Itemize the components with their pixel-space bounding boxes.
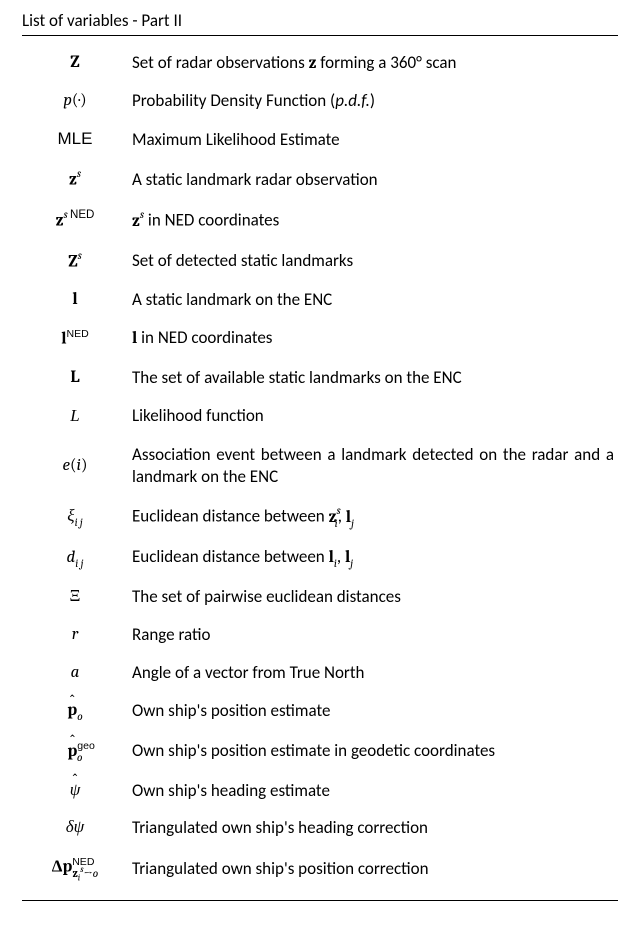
symbol-cell: lNED — [22, 320, 128, 360]
symbol-cell: p(·) — [22, 83, 128, 121]
symbol-cell: L — [22, 397, 128, 436]
table-row: p(·)Probability Density Function (p.d.f.… — [22, 83, 618, 121]
table-row: zs NEDzs in NED coordinates — [22, 200, 618, 241]
symbol-cell: ΔpNEDzis→o — [22, 848, 128, 892]
symbol-cell: ψ — [22, 772, 128, 810]
table-row: di jEuclidean distance between li, lj — [22, 539, 618, 579]
description-cell: Angle of a vector from True North — [128, 654, 618, 692]
variables-table: ZSet of radar observations z forming a 3… — [22, 44, 618, 892]
symbol-cell: δψ — [22, 810, 128, 848]
table-title: List of variables - Part II — [22, 10, 618, 31]
symbol-cell: Z — [22, 44, 128, 83]
symbol-cell: pgeoo — [22, 731, 128, 772]
description-cell: Set of detected static landmarks — [128, 241, 618, 282]
table-row: e(i)Association event between a landmark… — [22, 436, 618, 497]
symbol-cell: L — [22, 359, 128, 397]
description-cell: Probability Density Function (p.d.f.) — [128, 83, 618, 121]
symbol-cell: po — [22, 692, 128, 731]
description-cell: l in NED coordinates — [128, 320, 618, 360]
table-row: pgeooOwn ship's position estimate in geo… — [22, 731, 618, 772]
table-row: LThe set of available static landmarks o… — [22, 359, 618, 397]
table-row: ZSet of radar observations z forming a 3… — [22, 44, 618, 83]
table-row: aAngle of a vector from True North — [22, 654, 618, 692]
table-row: ZsSet of detected static landmarks — [22, 241, 618, 282]
table-row: δψTriangulated own ship's heading correc… — [22, 810, 618, 848]
symbol-cell: ξi j — [22, 497, 128, 539]
table-row: lA static landmark on the ENC — [22, 282, 618, 320]
description-cell: Triangulated own ship's heading correcti… — [128, 810, 618, 848]
description-cell: Range ratio — [128, 616, 618, 654]
table-row: MLEMaximum Likelihood Estimate — [22, 121, 618, 160]
table-row: lNEDl in NED coordinates — [22, 320, 618, 360]
table-row: LLikelihood function — [22, 397, 618, 436]
table-row: ξi jEuclidean distance between zsi, lj — [22, 497, 618, 539]
description-cell: Euclidean distance between zsi, lj — [128, 497, 618, 539]
description-cell: Set of radar observations z forming a 36… — [128, 44, 618, 83]
table-row: ψOwn ship's heading estimate — [22, 772, 618, 810]
symbol-cell: e(i) — [22, 436, 128, 497]
description-cell: zs in NED coordinates — [128, 200, 618, 241]
symbol-cell: zs — [22, 160, 128, 201]
description-cell: Own ship's position estimate — [128, 692, 618, 731]
table-row: zsA static landmark radar observation — [22, 160, 618, 201]
symbol-cell: Zs — [22, 241, 128, 282]
table-row: rRange ratio — [22, 616, 618, 654]
description-cell: Likelihood function — [128, 397, 618, 436]
symbol-cell: a — [22, 654, 128, 692]
symbol-cell: Ξ — [22, 579, 128, 617]
symbol-cell: r — [22, 616, 128, 654]
bottom-rule — [22, 900, 618, 901]
description-cell: The set of pairwise euclidean distances — [128, 579, 618, 617]
symbol-cell: di j — [22, 539, 128, 579]
symbol-cell: l — [22, 282, 128, 320]
description-cell: Triangulated own ship's position correct… — [128, 848, 618, 892]
table-row: ΔpNEDzis→oTriangulated own ship's positi… — [22, 848, 618, 892]
description-cell: Euclidean distance between li, lj — [128, 539, 618, 579]
description-cell: A static landmark radar observation — [128, 160, 618, 201]
table-row: poOwn ship's position estimate — [22, 692, 618, 731]
description-cell: The set of available static landmarks on… — [128, 359, 618, 397]
description-cell: Own ship's heading estimate — [128, 772, 618, 810]
top-rule — [22, 35, 618, 36]
description-cell: Maximum Likelihood Estimate — [128, 121, 618, 160]
description-cell: Association event between a landmark det… — [128, 436, 618, 497]
description-cell: A static landmark on the ENC — [128, 282, 618, 320]
description-cell: Own ship's position estimate in geodetic… — [128, 731, 618, 772]
symbol-cell: zs NED — [22, 200, 128, 241]
table-row: ΞThe set of pairwise euclidean distances — [22, 579, 618, 617]
symbol-cell: MLE — [22, 121, 128, 160]
